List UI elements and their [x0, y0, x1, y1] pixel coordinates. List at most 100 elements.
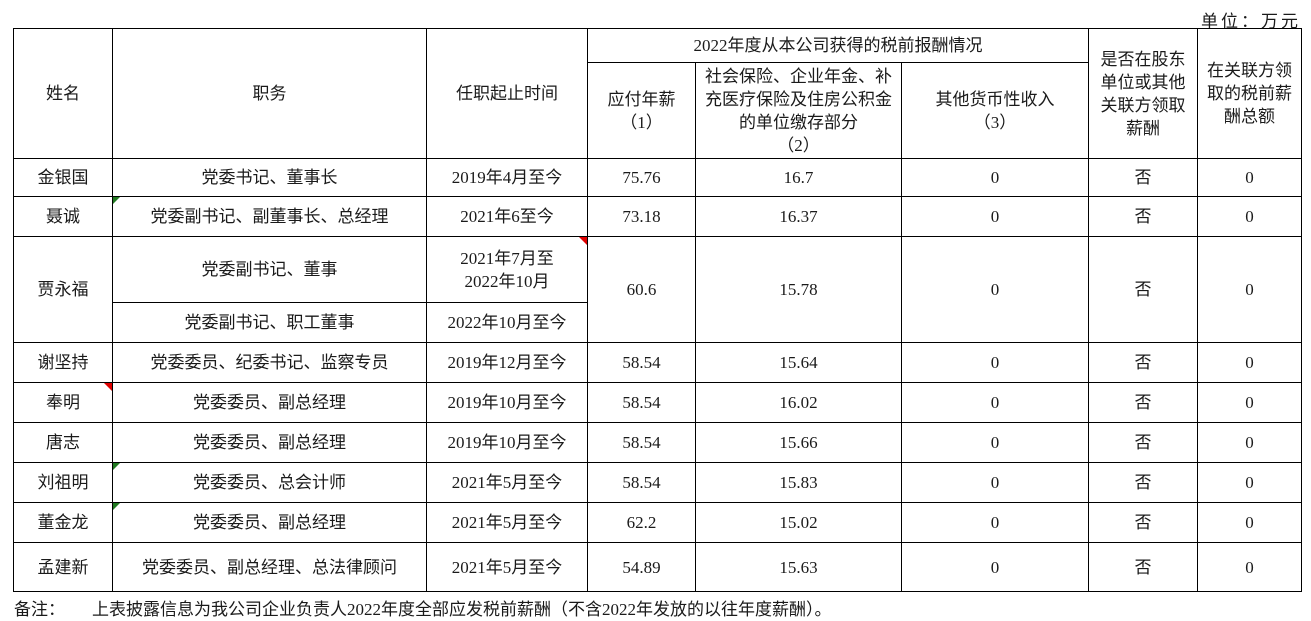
table-row: 奉明 党委委员、副总经理 2019年10月至今 58.54 16.02 0 否 …: [13, 382, 1302, 423]
cell-salary: 75.76: [587, 158, 696, 197]
cell-total: 0: [1197, 502, 1302, 543]
cell-position: 党委书记、董事长: [112, 158, 427, 197]
header-insurance-title: 社会保险、企业年金、补充医疗保险及住房公积金的单位缴存部分: [705, 66, 892, 132]
header-other-income: 其他货币性收入 （3）: [901, 62, 1089, 159]
cell-tenure: 2021年6至今: [426, 196, 588, 237]
cell-tenure: 2022年10月至今: [426, 302, 588, 343]
cell-salary: 60.6: [587, 236, 696, 343]
cell-flag: 否: [1088, 236, 1198, 343]
header-group-row: 姓名 职务 任职起止时间 2022年度从本公司获得的税前报酬情况 是否在股东单位…: [13, 28, 1302, 159]
cell-other: 0: [901, 502, 1089, 543]
header-insurance-index: （2）: [777, 135, 820, 155]
cell-insurance: 15.63: [695, 542, 902, 592]
cell-tenure: 2019年10月至今: [426, 422, 588, 463]
table-row: 刘祖明 党委委员、总会计师 2021年5月至今 58.54 15.83 0 否 …: [13, 462, 1302, 503]
cell-flag: 否: [1088, 422, 1198, 463]
cell-salary: 58.54: [587, 422, 696, 463]
cell-total: 0: [1197, 422, 1302, 463]
cell-other: 0: [901, 542, 1089, 592]
header-name: 姓名: [13, 28, 113, 159]
header-salary-index: （1）: [620, 112, 663, 132]
table-row: 金银国 党委书记、董事长 2019年4月至今 75.76 16.7 0 否 0: [13, 158, 1302, 197]
table-row: 孟建新 党委委员、副总经理、总法律顾问 2021年5月至今 54.89 15.6…: [13, 542, 1302, 592]
cell-tenure: 2019年4月至今: [426, 158, 588, 197]
cell-other: 0: [901, 422, 1089, 463]
cell-position: 党委副书记、副董事长、总经理: [112, 196, 427, 237]
cell-salary: 58.54: [587, 382, 696, 423]
cell-tenure-line2: 2022年10月: [464, 271, 550, 291]
cell-tenure: 2019年10月至今: [426, 382, 588, 423]
table-row: 唐志 党委委员、副总经理 2019年10月至今 58.54 15.66 0 否 …: [13, 422, 1302, 463]
cell-flag: 否: [1088, 502, 1198, 543]
cell-name: 孟建新: [13, 542, 113, 592]
comment-marker-red-icon: [104, 383, 112, 391]
cell-name: 谢坚持: [13, 342, 113, 383]
table-row: 谢坚持 党委委员、纪委书记、监察专员 2019年12月至今 58.54 15.6…: [13, 342, 1302, 383]
header-related-flag: 是否在股东单位或其他关联方领取薪酬: [1088, 28, 1198, 159]
cell-salary: 58.54: [587, 462, 696, 503]
header-salary-title: 应付年薪: [607, 89, 676, 109]
cell-tenure: 2021年5月至今: [426, 502, 588, 543]
compensation-table: 姓名 职务 任职起止时间 2022年度从本公司获得的税前报酬情况 是否在股东单位…: [13, 28, 1302, 592]
cell-total: 0: [1197, 196, 1302, 237]
cell-position-text: 党委委员、副总经理: [193, 513, 346, 532]
header-other-income-index: （3）: [973, 112, 1017, 132]
cell-insurance: 15.02: [695, 502, 902, 543]
cell-position: 党委委员、副总经理、总法律顾问: [112, 542, 427, 592]
header-salary: 应付年薪 （1）: [587, 62, 696, 159]
cell-total: 0: [1197, 158, 1302, 197]
cell-other: 0: [901, 236, 1089, 343]
cell-position: 党委委员、副总经理: [112, 382, 427, 423]
comment-marker-red-icon: [579, 237, 587, 245]
cell-other: 0: [901, 158, 1089, 197]
cell-salary: 73.18: [587, 196, 696, 237]
cell-flag: 否: [1088, 382, 1198, 423]
table-row: 聂诚 党委副书记、副董事长、总经理 2021年6至今 73.18 16.37 0…: [13, 196, 1302, 237]
cell-insurance: 15.83: [695, 462, 902, 503]
header-tenure: 任职起止时间: [426, 28, 588, 159]
cell-name-text: 奉明: [46, 393, 80, 412]
cell-name: 金银国: [13, 158, 113, 197]
comment-marker-green-icon: [113, 197, 120, 204]
header-insurance: 社会保险、企业年金、补充医疗保险及住房公积金的单位缴存部分 （2）: [695, 62, 902, 159]
cell-flag: 否: [1088, 158, 1198, 197]
cell-name: 唐志: [13, 422, 113, 463]
cell-insurance: 15.64: [695, 342, 902, 383]
cell-flag: 否: [1088, 462, 1198, 503]
cell-total: 0: [1197, 542, 1302, 592]
cell-position-text: 党委委员、总会计师: [193, 473, 346, 492]
cell-other: 0: [901, 382, 1089, 423]
cell-tenure-line1: 2021年7月至: [460, 248, 554, 268]
header-related-total: 在关联方领取的税前薪酬总额: [1197, 28, 1302, 159]
cell-salary: 54.89: [587, 542, 696, 592]
footnote: 备注： 上表披露信息为我公司企业负责人2022年度全部应发税前薪酬（不含2022年…: [14, 595, 832, 620]
cell-name: 刘祖明: [13, 462, 113, 503]
cell-salary: 62.2: [587, 502, 696, 543]
cell-insurance: 15.78: [695, 236, 902, 343]
cell-flag: 否: [1088, 342, 1198, 383]
cell-other: 0: [901, 342, 1089, 383]
unit-label: 单位：万元: [1201, 12, 1301, 31]
cell-salary: 58.54: [587, 342, 696, 383]
cell-position: 党委副书记、董事: [112, 236, 427, 303]
cell-tenure: 2019年12月至今: [426, 342, 588, 383]
header-pretax-group: 2022年度从本公司获得的税前报酬情况: [587, 28, 1089, 63]
cell-name: 聂诚: [13, 196, 113, 237]
cell-tenure: 2021年7月至 2022年10月: [426, 236, 588, 303]
cell-insurance: 16.02: [695, 382, 902, 423]
header-sub-row: 应付年薪 （1） 社会保险、企业年金、补充医疗保险及住房公积金的单位缴存部分 （2）…: [14, 62, 1302, 159]
cell-total: 0: [1197, 462, 1302, 503]
cell-other: 0: [901, 196, 1089, 237]
cell-total: 0: [1197, 382, 1302, 423]
cell-other: 0: [901, 462, 1089, 503]
cell-name: 董金龙: [13, 502, 113, 543]
cell-insurance: 15.66: [695, 422, 902, 463]
cell-position: 党委委员、副总经理: [112, 502, 427, 543]
cell-tenure: 2021年5月至今: [426, 462, 588, 503]
cell-insurance: 16.37: [695, 196, 902, 237]
cell-position: 党委委员、纪委书记、监察专员: [112, 342, 427, 383]
comment-marker-green-icon: [113, 503, 120, 510]
cell-position: 党委委员、副总经理: [112, 422, 427, 463]
cell-tenure: 2021年5月至今: [426, 542, 588, 592]
header-other-income-title: 其他货币性收入: [935, 89, 1055, 109]
